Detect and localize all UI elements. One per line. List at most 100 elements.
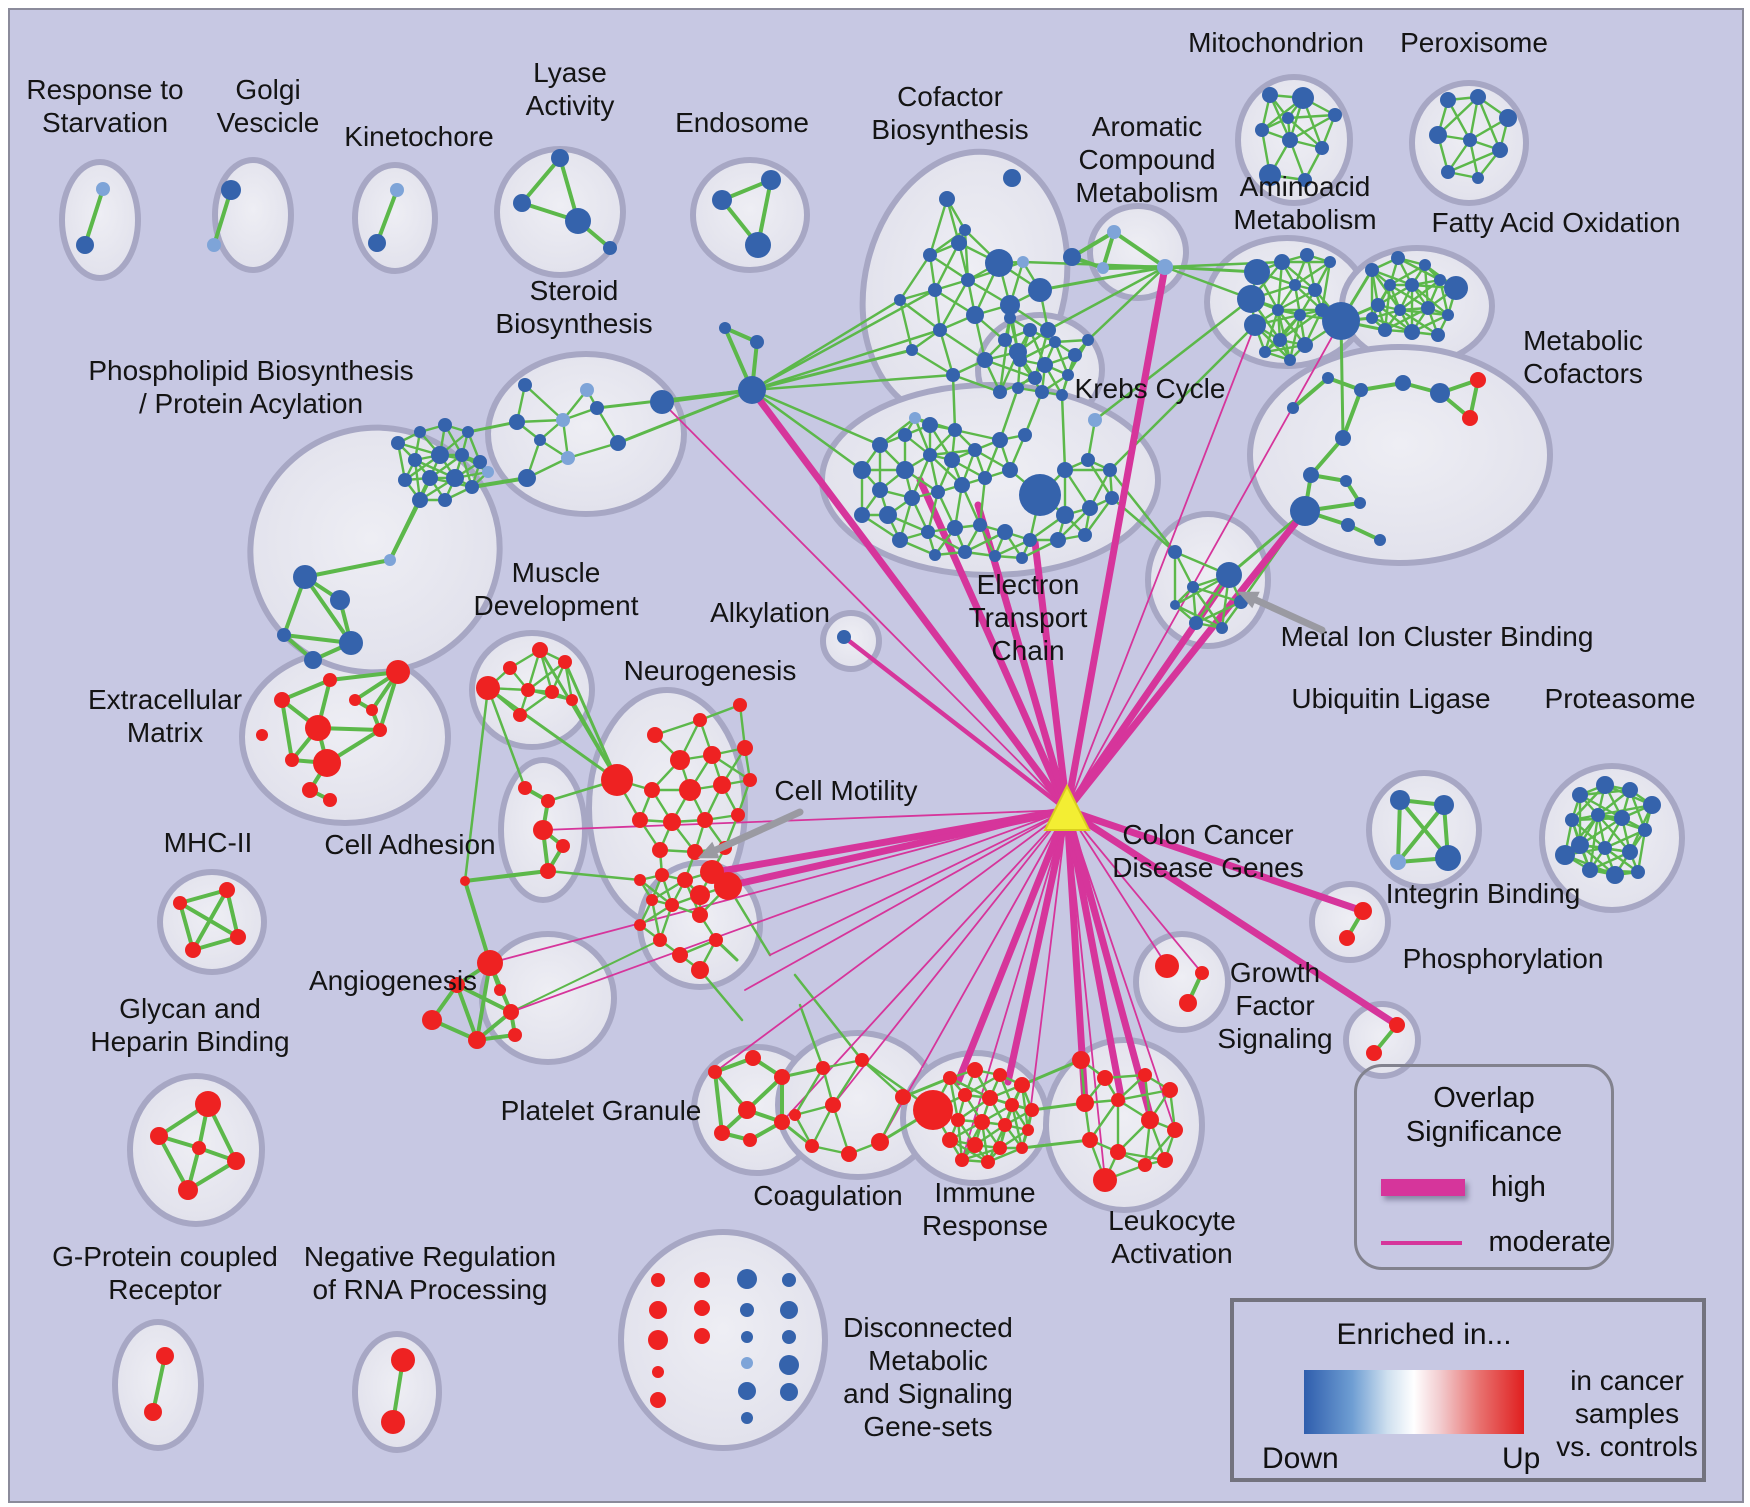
gene-set-node[interactable] [1107, 225, 1121, 239]
gene-set-node[interactable] [663, 813, 681, 831]
gene-set-node[interactable] [694, 1300, 710, 1316]
gene-set-node[interactable] [993, 385, 1007, 399]
gene-set-node[interactable] [1614, 810, 1630, 826]
gene-set-node[interactable] [323, 793, 337, 807]
gene-set-node[interactable] [1572, 787, 1588, 803]
gene-set-node[interactable] [913, 1090, 953, 1130]
gene-set-node[interactable] [1050, 532, 1066, 548]
gene-set-node[interactable] [1022, 1124, 1034, 1136]
gene-set-node[interactable] [733, 698, 747, 712]
gene-set-node[interactable] [274, 692, 290, 708]
gene-set-node[interactable] [590, 401, 604, 415]
gene-set-node[interactable] [1470, 89, 1486, 105]
gene-set-node[interactable] [1082, 500, 1098, 516]
gene-set-node[interactable] [1622, 844, 1638, 860]
gene-set-node[interactable] [1272, 304, 1284, 316]
gene-set-node[interactable] [921, 525, 935, 539]
gene-set-node[interactable] [904, 490, 920, 506]
gene-set-node[interactable] [998, 1118, 1012, 1132]
gene-set-node[interactable] [1005, 1098, 1019, 1112]
gene-set-node[interactable] [665, 898, 679, 912]
gene-set-node[interactable] [305, 715, 331, 741]
gene-set-node[interactable] [1273, 333, 1287, 347]
gene-set-node[interactable] [1290, 496, 1320, 526]
gene-set-node[interactable] [731, 808, 745, 822]
gene-set-node[interactable] [446, 469, 464, 487]
gene-set-node[interactable] [219, 882, 235, 898]
gene-set-node[interactable] [679, 779, 701, 801]
gene-set-node[interactable] [973, 518, 987, 532]
gene-set-node[interactable] [1308, 283, 1322, 297]
gene-set-node[interactable] [782, 1330, 796, 1344]
gene-set-node[interactable] [977, 352, 993, 368]
gene-set-node[interactable] [1023, 533, 1037, 547]
gene-set-node[interactable] [1237, 285, 1265, 313]
gene-set-node[interactable] [1244, 314, 1266, 336]
gene-set-node[interactable] [690, 885, 710, 905]
gene-set-node[interactable] [1354, 902, 1372, 920]
gene-set-node[interactable] [853, 461, 871, 479]
gene-set-node[interactable] [647, 727, 663, 743]
gene-set-node[interactable] [966, 306, 984, 324]
gene-set-node[interactable] [1394, 304, 1406, 316]
gene-set-node[interactable] [872, 482, 888, 498]
gene-set-node[interactable] [1300, 248, 1314, 262]
gene-set-node[interactable] [741, 1412, 753, 1424]
gene-set-node[interactable] [879, 506, 897, 524]
gene-set-node[interactable] [221, 180, 241, 200]
gene-set-node[interactable] [738, 1382, 756, 1400]
gene-set-node[interactable] [1082, 334, 1094, 346]
gene-set-node[interactable] [774, 1069, 790, 1085]
gene-set-node[interactable] [1429, 126, 1447, 144]
gene-set-node[interactable] [825, 1097, 841, 1113]
gene-set-node[interactable] [782, 1273, 796, 1287]
gene-set-node[interactable] [1157, 259, 1173, 275]
gene-set-node[interactable] [1063, 248, 1081, 266]
gene-set-node[interactable] [714, 1125, 730, 1141]
gene-set-node[interactable] [1019, 474, 1061, 516]
gene-set-node[interactable] [460, 876, 470, 886]
gene-set-node[interactable] [672, 947, 688, 963]
gene-set-node[interactable] [1470, 372, 1486, 388]
gene-set-node[interactable] [993, 1141, 1007, 1155]
gene-set-node[interactable] [646, 894, 658, 906]
gene-set-node[interactable] [173, 896, 187, 910]
gene-set-node[interactable] [951, 1113, 965, 1127]
gene-set-node[interactable] [1366, 312, 1378, 324]
gene-set-node[interactable] [1216, 622, 1228, 634]
gene-set-node[interactable] [1565, 813, 1579, 827]
gene-set-node[interactable] [1068, 348, 1082, 362]
gene-set-node[interactable] [1340, 475, 1352, 487]
gene-set-node[interactable] [408, 453, 422, 467]
gene-set-node[interactable] [1555, 845, 1575, 865]
gene-set-node[interactable] [386, 660, 410, 684]
gene-set-node[interactable] [697, 812, 713, 828]
gene-set-node[interactable] [1004, 312, 1016, 324]
gene-set-node[interactable] [468, 1031, 486, 1049]
gene-set-node[interactable] [1389, 1017, 1405, 1033]
gene-set-node[interactable] [293, 565, 317, 589]
gene-set-node[interactable] [540, 863, 556, 879]
gene-set-node[interactable] [955, 1153, 969, 1167]
gene-set-node[interactable] [1297, 337, 1313, 353]
gene-set-node[interactable] [959, 224, 971, 236]
gene-set-node[interactable] [961, 273, 975, 287]
gene-set-node[interactable] [719, 322, 731, 334]
gene-set-node[interactable] [1014, 1077, 1030, 1093]
gene-set-node[interactable] [653, 933, 667, 947]
gene-set-node[interactable] [1111, 1093, 1125, 1107]
gene-set-node[interactable] [1012, 382, 1024, 394]
gene-set-node[interactable] [1103, 463, 1117, 477]
gene-set-node[interactable] [928, 283, 942, 297]
gene-set-node[interactable] [968, 443, 982, 457]
gene-set-node[interactable] [96, 182, 110, 196]
gene-set-node[interactable] [449, 977, 465, 993]
gene-set-node[interactable] [603, 241, 617, 255]
gene-set-node[interactable] [1421, 301, 1435, 315]
gene-set-node[interactable] [789, 1109, 801, 1121]
gene-set-node[interactable] [185, 942, 201, 958]
gene-set-node[interactable] [412, 492, 428, 508]
gene-set-node[interactable] [1093, 1168, 1117, 1192]
gene-set-node[interactable] [422, 1010, 442, 1030]
gene-set-node[interactable] [545, 685, 559, 699]
